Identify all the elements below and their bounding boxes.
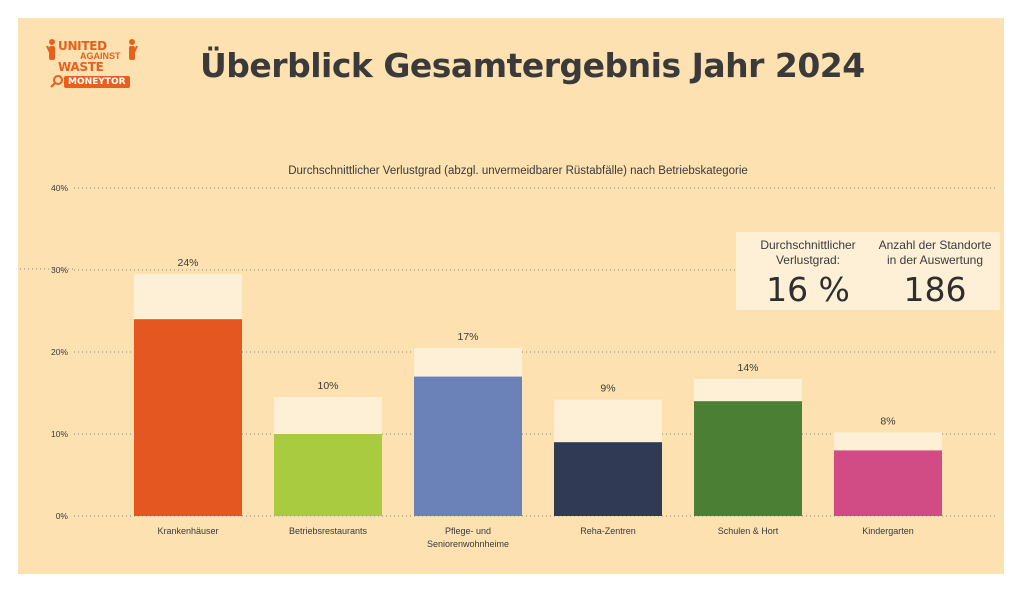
bar-2 xyxy=(414,376,522,516)
x-tick-label-0: Krankenhäuser xyxy=(157,526,218,536)
bar-0 xyxy=(134,319,242,516)
data-label-2: 17% xyxy=(457,331,478,343)
kpi-avg-loss-label: Durchschnittlicher Verlustgrad: xyxy=(760,238,856,267)
x-tick-label-2: Seniorenwohnheime xyxy=(427,539,509,549)
page-title: Überblick Gesamtergebnis Jahr 2024 xyxy=(200,46,865,85)
bar-3 xyxy=(554,442,662,516)
data-label-1: 10% xyxy=(317,380,338,392)
bar-1 xyxy=(274,434,382,516)
bar-chart: Durchschnittlicher Verlustgrad (abzgl. u… xyxy=(18,165,998,549)
data-label-4: 14% xyxy=(737,362,758,374)
data-label-3: 9% xyxy=(600,383,615,395)
figures-logo-graphic xyxy=(46,39,138,60)
y-tick-label: 10% xyxy=(51,429,68,439)
logo-line-1: UNITED xyxy=(58,39,107,53)
slide: UNITED AGAINST WASTE MONEYTOR Überblick … xyxy=(18,18,1004,574)
bar-5 xyxy=(834,450,942,516)
x-tick-label-4: Schulen & Hort xyxy=(718,526,779,536)
x-tick-label-3: Reha-Zentren xyxy=(580,526,636,536)
logo-badge: MONEYTOR xyxy=(64,76,130,88)
x-tick-label-5: Kindergarten xyxy=(862,526,914,536)
logo-line-3: WASTE xyxy=(58,60,104,74)
kpi-sites-value: 186 xyxy=(903,270,967,309)
kpi-sites-label: Anzahl der Standorte in der Auswertung xyxy=(878,238,992,267)
x-tick-label-2: Pflege- und xyxy=(445,526,491,536)
kpi-panel: Durchschnittlicher Verlustgrad: 16 % Anz… xyxy=(736,232,1000,310)
magnifier-icon xyxy=(50,75,63,88)
united-against-waste-logo: UNITED AGAINST WASTE MONEYTOR xyxy=(44,38,140,100)
y-tick-label: 20% xyxy=(51,347,68,357)
data-label-5: 8% xyxy=(880,415,895,427)
x-tick-label-1: Betriebsrestaurants xyxy=(289,526,368,536)
bar-4 xyxy=(694,401,802,516)
chart-title: Durchschnittlicher Verlustgrad (abzgl. u… xyxy=(288,165,748,177)
kpi-avg-loss-value: 16 % xyxy=(766,270,850,309)
data-label-0: 24% xyxy=(177,257,198,269)
y-tick-label: 30% xyxy=(51,265,68,275)
y-tick-label: 0% xyxy=(56,511,69,521)
logo-line-2: AGAINST xyxy=(80,51,121,61)
y-tick-label: 40% xyxy=(51,183,68,193)
